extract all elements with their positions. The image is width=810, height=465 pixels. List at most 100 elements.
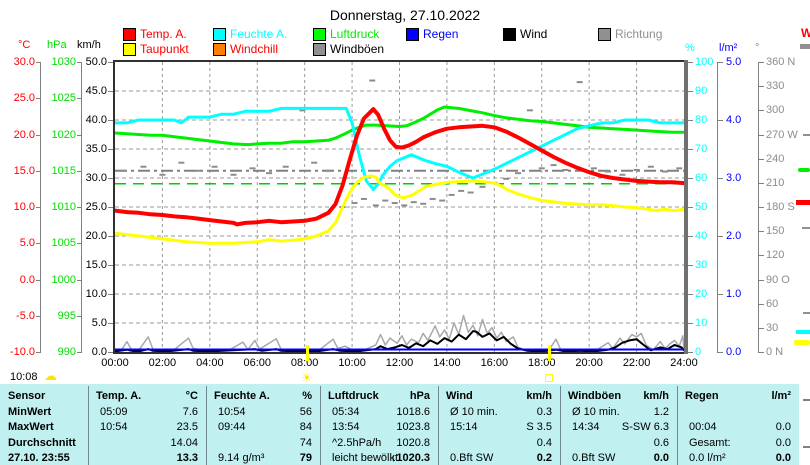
tickmark-°C <box>36 352 40 353</box>
plot-border-right <box>684 60 688 354</box>
axis-spine-hPa <box>81 62 82 353</box>
page-title: Donnerstag, 27.10.2022 <box>329 7 481 23</box>
next-panel-legend-text-fragment: W <box>801 26 810 40</box>
tick-l/m²: 3.0 <box>726 172 742 184</box>
direction-mark <box>633 168 640 171</box>
tickmark-° <box>758 255 764 257</box>
table-column-separator <box>206 386 207 465</box>
next-panel-swatch-fragment <box>800 44 810 49</box>
cloud-icon: ☁ <box>44 368 57 383</box>
table-header-unit: °C <box>185 390 198 402</box>
tickmark-° <box>758 327 764 329</box>
tick-°: 0 N <box>766 346 784 359</box>
table-cell-value: 0.4 <box>536 436 552 449</box>
tick-%: 30 <box>695 259 708 271</box>
table-cell-value: 1023.8 <box>396 421 430 433</box>
tick-hPa: 1005 <box>51 237 76 250</box>
table-cell-label: Ø 10 min. <box>450 405 498 418</box>
tickmark-° <box>758 279 764 281</box>
legend-swatch-luftdruck <box>313 28 326 41</box>
table-cell-value: 0.2 <box>536 452 552 464</box>
legend-swatch-taupunkt <box>123 43 136 56</box>
legend-label: Richtung <box>615 27 663 41</box>
tickmark-km/h <box>108 352 114 353</box>
table-header-unit: hPa <box>409 390 430 402</box>
table-cell-value: 0.6 <box>653 436 669 449</box>
direction-mark <box>382 199 389 202</box>
x-tick-label: 12:00 <box>385 357 414 369</box>
tickmark-° <box>758 134 764 136</box>
tick-°: 90 O <box>766 273 790 286</box>
table-column-separator <box>560 386 561 465</box>
tickmark-° <box>758 182 764 184</box>
tickmark-% <box>688 91 693 92</box>
tickmark-km/h <box>108 207 114 208</box>
tickmark-°C <box>36 315 40 317</box>
tickmark-km/h <box>108 265 114 266</box>
tickmark-l/m² <box>717 352 723 353</box>
tickmark-°C <box>36 62 40 63</box>
tick-km/h: 20.0 <box>85 230 107 242</box>
table-header-sensor: Sensor <box>8 390 46 402</box>
direction-mark <box>458 189 465 192</box>
table-header-regen: Regen <box>685 390 719 402</box>
axis-unit-km/h: km/h <box>77 39 101 51</box>
legend-swatch-richtung <box>598 28 611 41</box>
direction-mark <box>503 177 510 180</box>
x-tick-label: 24:00 <box>670 357 698 369</box>
tickmark-hPa <box>77 134 81 136</box>
tickmark-% <box>688 62 693 63</box>
table-row-label: 27.10. 23:55 <box>8 452 70 464</box>
plot-border-left <box>113 60 115 354</box>
direction-mark <box>211 165 218 168</box>
next-panel-direction-dash-1 <box>803 134 810 136</box>
x-tick-label: 16:00 <box>480 357 509 369</box>
table-header-feuchte-a-: Feuchte A. <box>214 390 270 402</box>
legend-swatch-regen <box>406 28 419 41</box>
tick-hPa: 995 <box>57 309 76 322</box>
table-cell-label: 05:34 <box>332 405 360 418</box>
table-cell-label: 15:14 <box>450 421 478 433</box>
direction-mark <box>448 193 455 196</box>
tickmark-% <box>688 120 693 121</box>
table-header-luftdruck: Luftdruck <box>328 390 379 402</box>
table-column-separator <box>88 386 89 465</box>
legend-swatch-feuchte-a- <box>213 28 226 41</box>
x-tick-label: 20:00 <box>575 357 603 369</box>
tickmark-% <box>688 265 693 266</box>
direction-mark <box>562 168 569 171</box>
table-cell-value: 0.0 <box>653 452 669 464</box>
tick-%: 50 <box>695 201 708 213</box>
direction-mark <box>391 201 398 204</box>
x-tick-label: 04:00 <box>196 357 224 369</box>
axis-unit-hPa: hPa <box>47 39 67 51</box>
direction-mark <box>467 191 474 194</box>
tick-l/m²: 5.0 <box>726 56 742 68</box>
direction-mark <box>439 199 446 202</box>
tick-l/m²: 0.0 <box>726 346 742 358</box>
tickmark-hPa <box>77 315 81 317</box>
table-header-unit: km/h <box>643 390 669 402</box>
table-cell-value: 1018.6 <box>396 405 430 418</box>
tickmark-° <box>758 231 764 233</box>
tick-%: 80 <box>695 114 708 126</box>
tick-km/h: 0.0 <box>91 346 107 358</box>
legend-label: Regen <box>423 27 459 41</box>
tick-hPa: 1025 <box>51 92 76 105</box>
table-cell-label: 0.Bft SW <box>572 452 616 464</box>
table-cell-value: 1.2 <box>653 405 669 418</box>
axis-unit-l/m²: l/m² <box>719 42 738 54</box>
tick-km/h: 50.0 <box>85 56 107 68</box>
table-header-wind: Wind <box>446 390 473 402</box>
plot-border-top <box>113 60 688 62</box>
direction-mark <box>662 170 669 173</box>
next-panel-table-dash-1 <box>803 399 810 401</box>
direction-mark <box>140 165 147 168</box>
sunshine-duration: 10:08 <box>10 371 38 383</box>
tick-l/m²: 4.0 <box>726 114 742 126</box>
sunrise-icon: ☀ <box>301 370 313 385</box>
tickmark-l/m² <box>717 62 723 63</box>
tickmark-°C <box>36 243 40 245</box>
direction-mark <box>479 185 486 188</box>
x-tick-label: 22:00 <box>622 357 651 369</box>
